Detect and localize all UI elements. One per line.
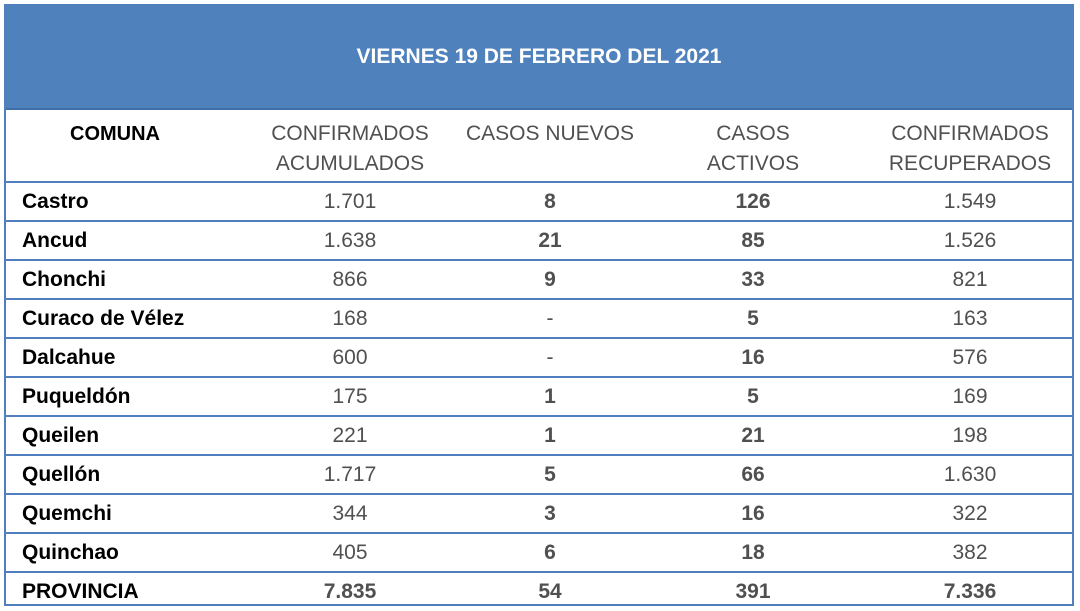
nuevos-cell: 8: [462, 182, 638, 222]
activos-cell: 5: [638, 299, 868, 339]
recuperados-cell: 821: [868, 260, 1072, 300]
acumulados-cell: 405: [238, 533, 462, 573]
recuperados-cell: 1.630: [868, 455, 1072, 495]
acumulados-cell: 600: [238, 338, 462, 378]
recuperados-cell: 163: [868, 299, 1072, 339]
acumulados-cell: 1.638: [238, 221, 462, 261]
table-row: Chonchi 866 9 33 821: [6, 260, 1072, 300]
comuna-cell: Castro: [6, 182, 238, 222]
comuna-cell: Quinchao: [6, 533, 238, 573]
header-line: ACTIVOS: [706, 152, 800, 175]
recuperados-cell: 198: [868, 416, 1072, 456]
table-row: Quemchi 344 3 16 322: [6, 494, 1072, 534]
comuna-cell: Dalcahue: [6, 338, 238, 378]
table-row: Puqueldón 175 1 5 169: [6, 377, 1072, 417]
total-nuevos-cell: 54: [538, 580, 562, 603]
recuperados-cell: 382: [868, 533, 1072, 573]
activos-cell: 21: [638, 416, 868, 456]
comuna-cell: Queilen: [6, 416, 238, 456]
comuna-cell: Quemchi: [6, 494, 238, 534]
nuevos-cell: 5: [462, 455, 638, 495]
table-row: Quellón 1.717 5 66 1.630: [6, 455, 1072, 495]
cases-table: COMUNA CONFIRMADOS ACUMULADOS CASOS NUEV…: [6, 110, 1072, 611]
total-label-cell: PROVINCIA: [22, 580, 139, 603]
table-row: Curaco de Vélez 168 - 5 163: [6, 299, 1072, 339]
nuevos-cell: 1: [462, 377, 638, 417]
activos-cell: 126: [638, 182, 868, 222]
recuperados-cell: 1.526: [868, 221, 1072, 261]
acumulados-cell: 344: [238, 494, 462, 534]
nuevos-cell: 21: [462, 221, 638, 261]
header-confirmados-recuperados: CONFIRMADOS RECUPERADOS: [868, 110, 1072, 183]
header-casos-nuevos: CASOS NUEVOS: [462, 110, 638, 183]
recuperados-cell: 169: [868, 377, 1072, 417]
table-body: Castro 1.701 8 126 1.549 Ancud 1.638 21 …: [6, 182, 1072, 611]
activos-cell: 5: [638, 377, 868, 417]
nuevos-cell: 9: [462, 260, 638, 300]
total-row: PROVINCIA 7.835 54 391 7.336: [6, 572, 1072, 611]
recuperados-cell: 322: [868, 494, 1072, 534]
table-row: Quinchao 405 6 18 382: [6, 533, 1072, 573]
comuna-cell: Ancud: [6, 221, 238, 261]
table-row: Ancud 1.638 21 85 1.526: [6, 221, 1072, 261]
nuevos-cell: 1: [462, 416, 638, 456]
header-casos-activos: CASOS ACTIVOS: [638, 110, 868, 183]
activos-cell: 85: [638, 221, 868, 261]
acumulados-cell: 1.701: [238, 182, 462, 222]
table-row: Queilen 221 1 21 198: [6, 416, 1072, 456]
table-header: COMUNA CONFIRMADOS ACUMULADOS CASOS NUEV…: [6, 110, 1072, 183]
comuna-cell: Puqueldón: [6, 377, 238, 417]
comuna-cell: Chonchi: [6, 260, 238, 300]
table-row: Dalcahue 600 - 16 576: [6, 338, 1072, 378]
activos-cell: 16: [638, 494, 868, 534]
nuevos-cell: -: [462, 299, 638, 339]
acumulados-cell: 168: [238, 299, 462, 339]
table-title-bar: VIERNES 19 DE FEBRERO DEL 2021: [6, 6, 1072, 110]
acumulados-cell: 866: [238, 260, 462, 300]
header-comuna: COMUNA: [6, 110, 238, 183]
comuna-cell: Quellón: [6, 455, 238, 495]
nuevos-cell: -: [462, 338, 638, 378]
comuna-cell: Curaco de Vélez: [6, 299, 238, 339]
activos-cell: 33: [638, 260, 868, 300]
table-title: VIERNES 19 DE FEBRERO DEL 2021: [356, 45, 722, 68]
total-recuperados-cell: 7.336: [943, 580, 997, 603]
acumulados-cell: 1.717: [238, 455, 462, 495]
activos-cell: 16: [638, 338, 868, 378]
header-confirmados-acumulados: CONFIRMADOS ACUMULADOS: [238, 110, 462, 183]
total-acumulados-cell: 7.835: [323, 580, 377, 603]
acumulados-cell: 175: [238, 377, 462, 417]
covid-table-card: VIERNES 19 DE FEBRERO DEL 2021 COMUNA CO…: [4, 4, 1074, 606]
activos-cell: 18: [638, 533, 868, 573]
nuevos-cell: 6: [462, 533, 638, 573]
header-line: CONFIRMADOS: [891, 122, 1049, 145]
header-line: CASOS: [716, 122, 790, 145]
recuperados-cell: 576: [868, 338, 1072, 378]
nuevos-cell: 3: [462, 494, 638, 534]
header-line: CONFIRMADOS: [271, 122, 429, 145]
table-row: Castro 1.701 8 126 1.549: [6, 182, 1072, 222]
recuperados-cell: 1.549: [868, 182, 1072, 222]
activos-cell: 66: [638, 455, 868, 495]
header-line: RECUPERADOS: [888, 152, 1052, 175]
header-line: ACUMULADOS: [275, 152, 425, 175]
total-activos-cell: 391: [735, 580, 771, 603]
acumulados-cell: 221: [238, 416, 462, 456]
